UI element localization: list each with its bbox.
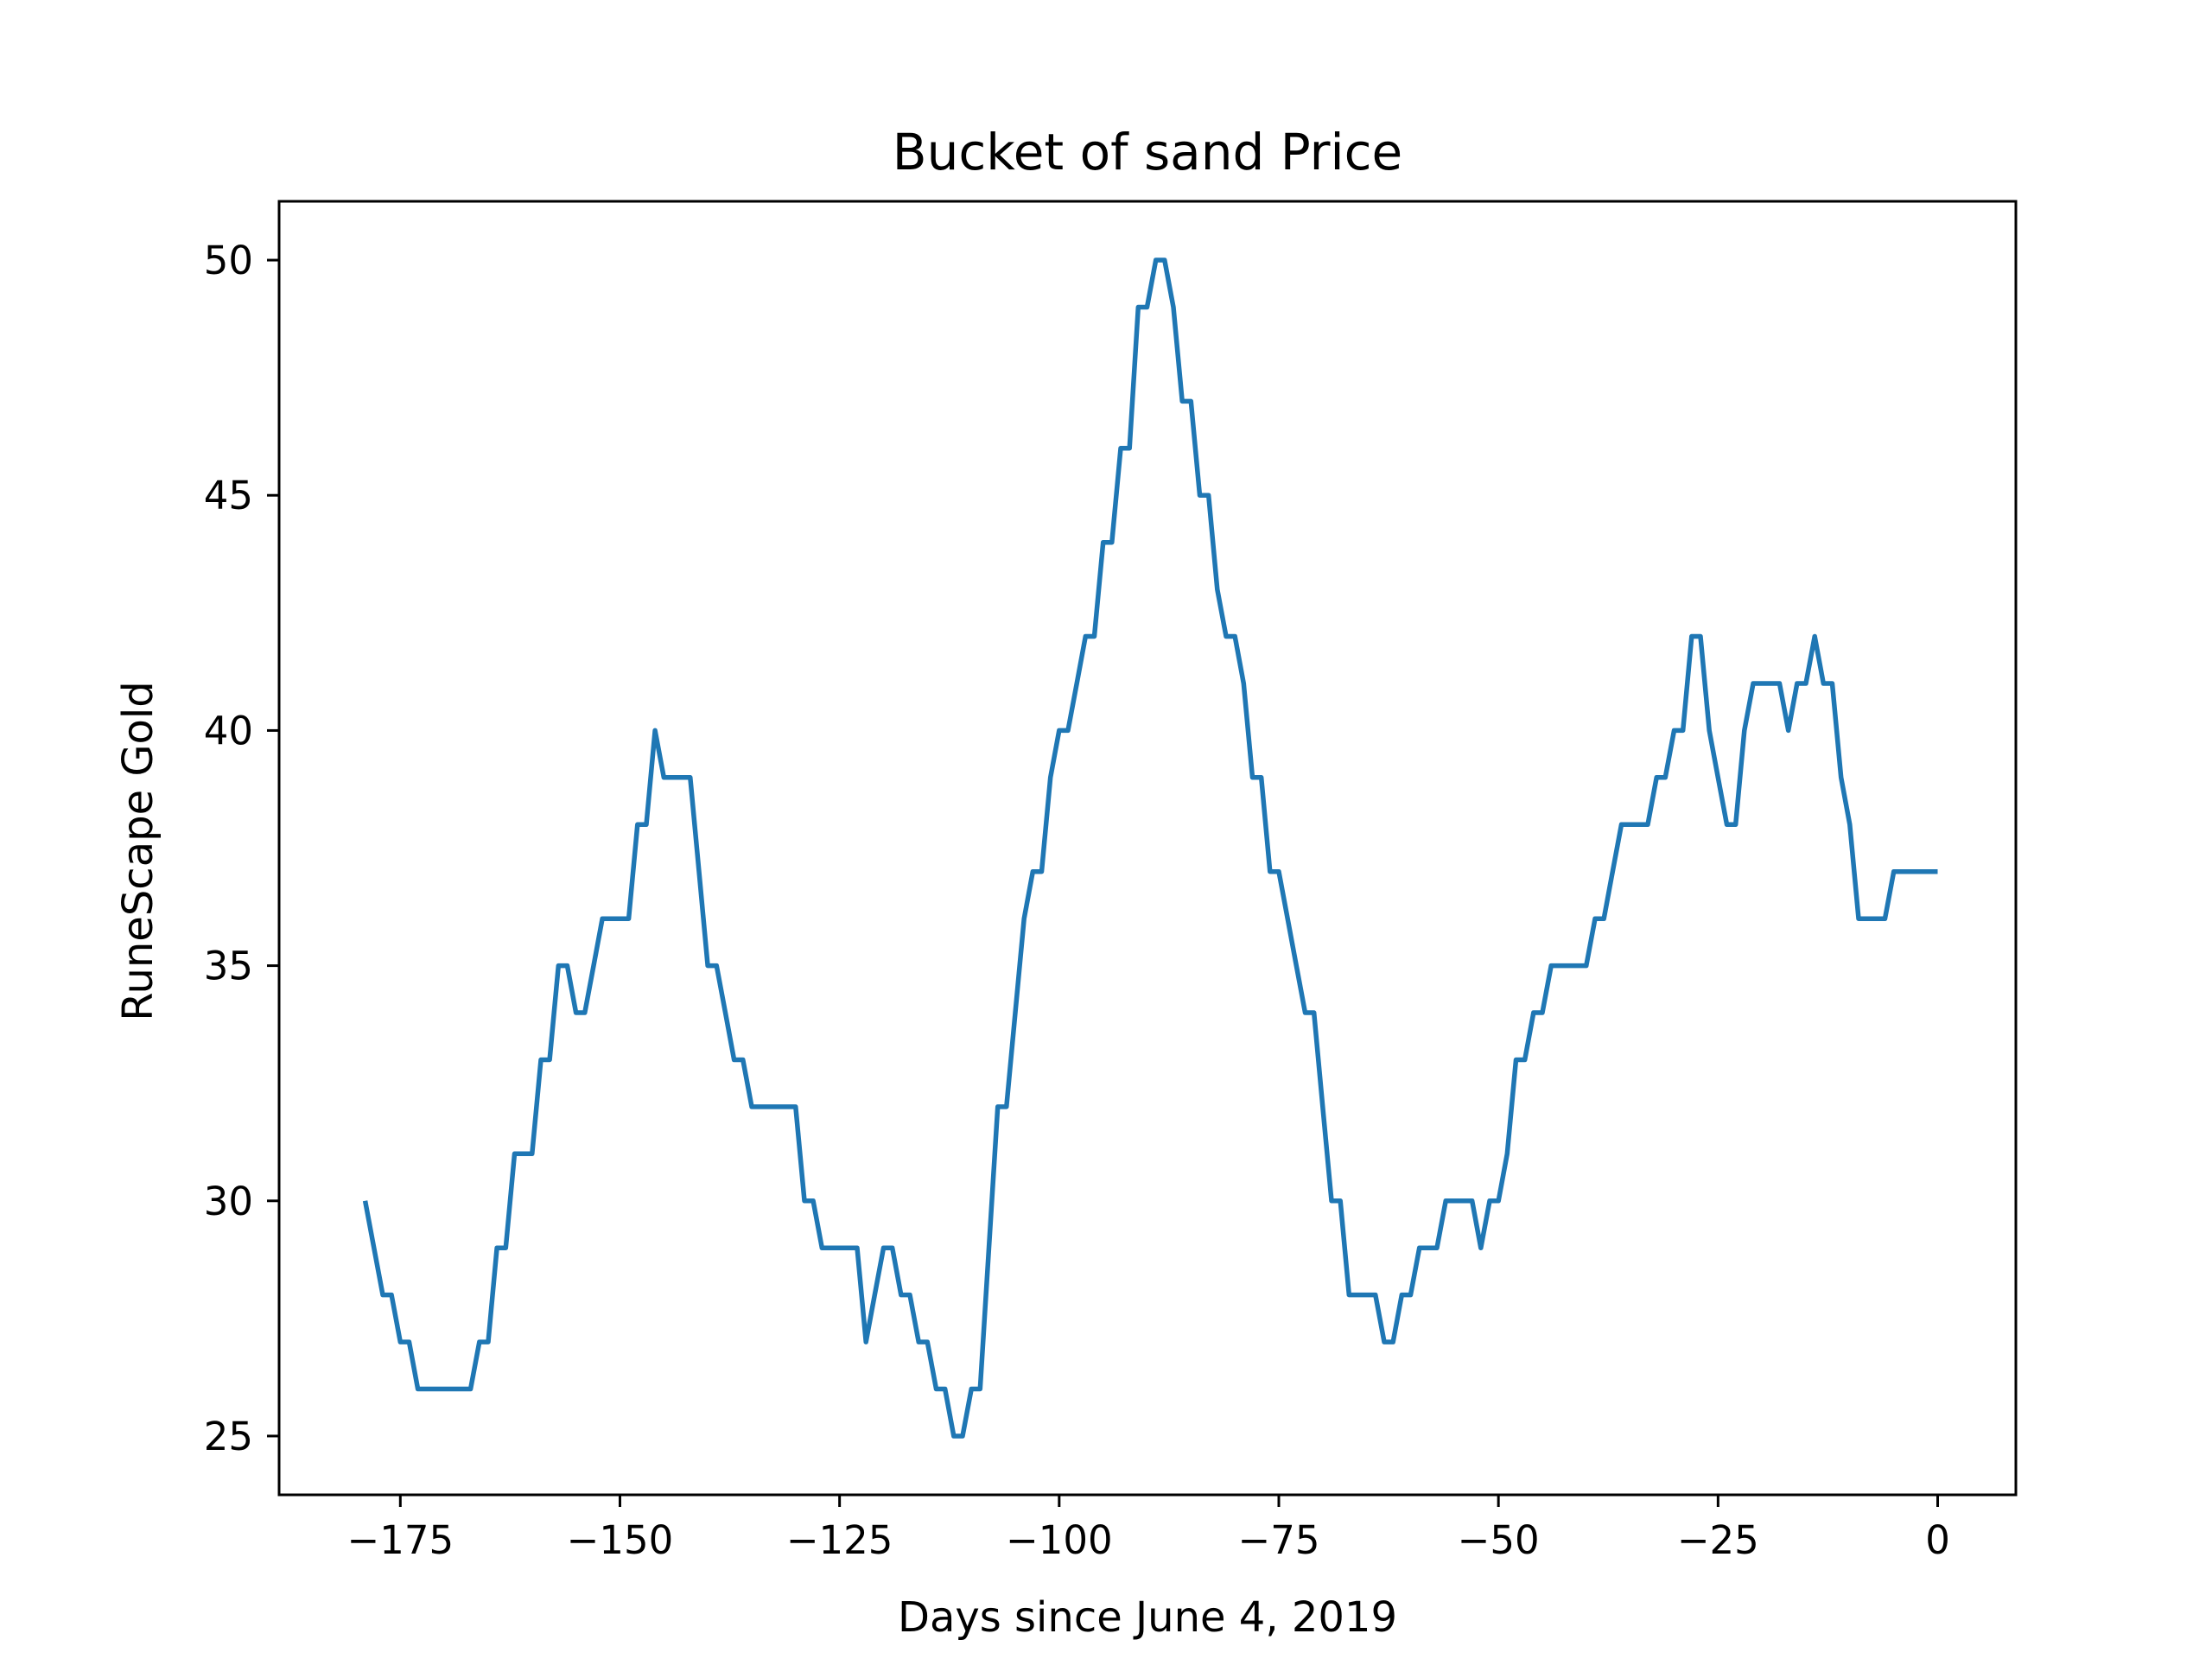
x-tick-label: −175 bbox=[346, 1517, 454, 1563]
x-tick-label: 0 bbox=[1925, 1517, 1950, 1563]
y-axis-ticks: 25 30 35 40 45 50 bbox=[204, 238, 279, 1459]
y-axis-label: RuneScape Gold bbox=[114, 681, 162, 1020]
y-tick-label: 25 bbox=[204, 1414, 253, 1459]
chart-title: Bucket of sand Price bbox=[893, 123, 1402, 181]
y-tick-label: 30 bbox=[204, 1179, 253, 1224]
x-tick-label: −75 bbox=[1238, 1517, 1320, 1563]
x-tick-label: −150 bbox=[567, 1517, 674, 1563]
x-axis-label: Days since June 4, 2019 bbox=[898, 1593, 1397, 1642]
y-tick-label: 50 bbox=[204, 238, 253, 283]
x-axis-ticks: −175 −150 −125 −100 −75 −50 −25 0 bbox=[346, 1495, 1950, 1563]
x-tick-label: −25 bbox=[1677, 1517, 1759, 1563]
x-tick-label: −50 bbox=[1458, 1517, 1540, 1563]
price-series-line bbox=[362, 257, 1938, 1439]
x-tick-label: −125 bbox=[786, 1517, 893, 1563]
y-tick-label: 40 bbox=[204, 708, 253, 753]
plot-area bbox=[277, 200, 2018, 1497]
y-tick-label: 35 bbox=[204, 944, 253, 989]
y-tick-label: 45 bbox=[204, 473, 253, 518]
axes-frame bbox=[277, 200, 2018, 1497]
x-tick-label: −100 bbox=[1006, 1517, 1113, 1563]
